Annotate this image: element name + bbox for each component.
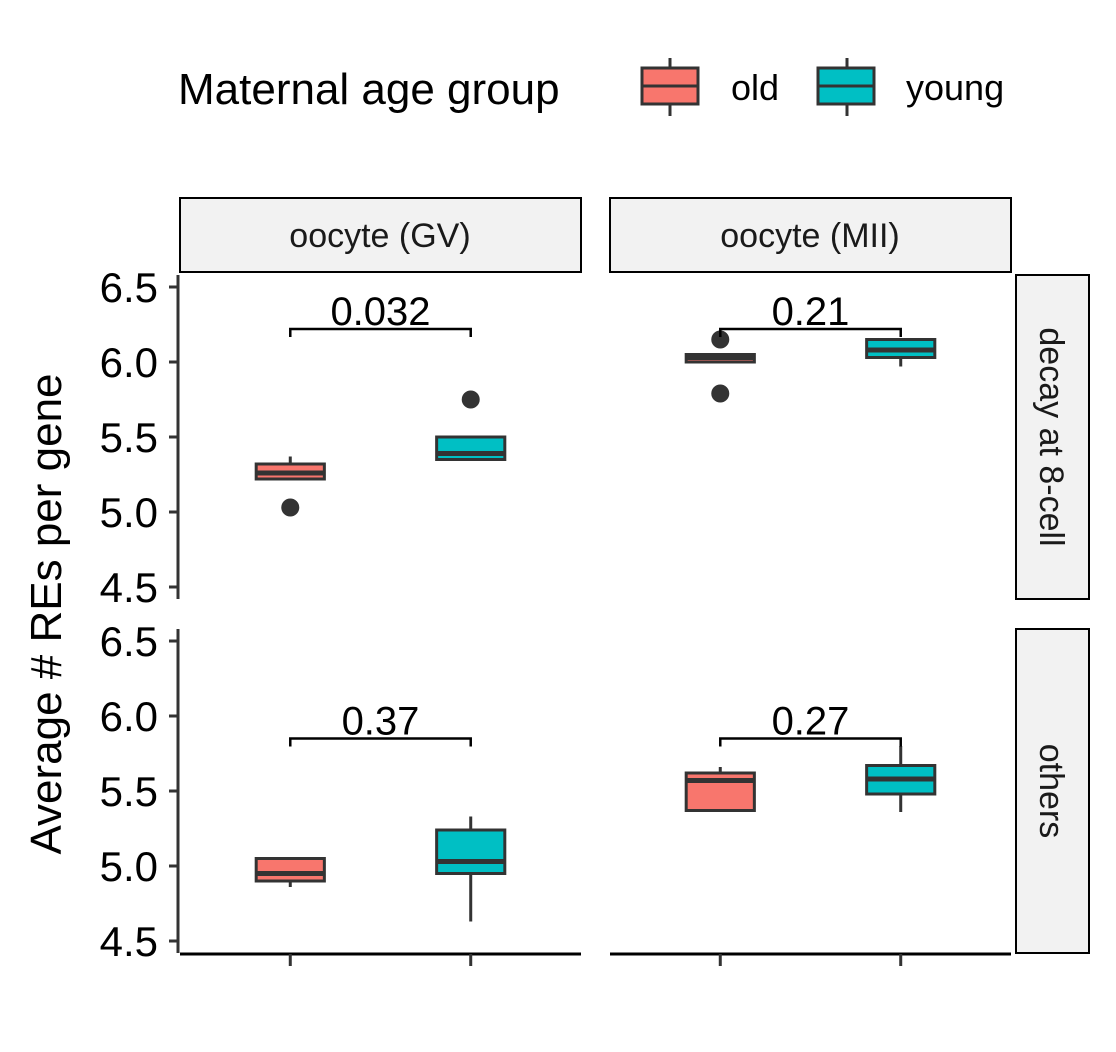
row-strip-decay-label: decay at 8-cell [1032,327,1070,546]
y-tick-label: 5.0 [100,843,158,890]
column-strip-gv: oocyte (GV) [179,197,582,273]
column-strip-mii: oocyte (MII) [609,197,1012,273]
box-young [435,816,507,922]
legend-key-young [816,58,876,116]
legend: Maternal age group old young [178,58,1004,116]
p-value-label: 0.37 [342,700,420,744]
panel-1: 0.032 [254,290,507,517]
row-strip-decay: decay at 8-cell [1015,274,1090,600]
legend-key-old [640,58,700,116]
outlier-point [711,384,730,403]
significance-bracket: 0.21 [719,290,902,337]
p-value-label: 0.032 [330,290,430,334]
y-tick-label: 6.5 [100,618,158,665]
y-axis-row-2: 4.5 5.0 5.5 6.0 6.5 [100,618,180,965]
box-young [865,746,937,812]
significance-bracket: 0.032 [289,290,472,337]
box-body [435,828,507,875]
p-value-label: 0.21 [772,290,850,334]
box-old [254,456,326,517]
y-tick-label: 4.5 [100,918,158,965]
p-value-label: 0.27 [772,700,850,744]
bracket-line [289,327,472,337]
box-young [435,390,507,461]
panel-4: 0.27 [684,700,937,812]
box-body [435,435,507,461]
outlier-point [711,330,730,349]
row-strip-others-label: others [1032,744,1070,839]
row-strip-others: others [1015,628,1090,954]
panels-layer: 4.5 5.0 5.5 6.0 6.5 4.5 5.0 5.5 6.0 6.5 0.032 0.21 0… [100,264,1011,966]
x-axis-col-1 [180,952,581,966]
y-tick-label: 6.5 [100,264,158,311]
outlier-point [281,498,300,517]
panel-3: 0.37 [254,700,507,922]
y-tick-label: 5.5 [100,414,158,461]
bracket-line [289,737,472,747]
bracket-line [719,737,902,747]
box-old [254,857,326,887]
y-tick-label: 6.0 [100,693,158,740]
significance-bracket: 0.27 [719,700,902,747]
box-body [254,857,326,883]
y-tick-label: 5.0 [100,489,158,536]
legend-label-young: young [906,67,1004,108]
column-strip-gv-label: oocyte (GV) [289,217,470,255]
y-tick-label: 6.0 [100,339,158,386]
x-axis-col-2 [610,952,1011,966]
y-tick-label: 5.5 [100,768,158,815]
outlier-point [461,390,480,409]
box-old [684,767,756,812]
column-strip-mii-label: oocyte (MII) [720,217,899,255]
y-axis-title: Average # REs per gene [22,373,71,854]
legend-label-old: old [731,67,779,108]
box-old [684,330,756,403]
y-axis-row-1: 4.5 5.0 5.5 6.0 6.5 [100,264,180,611]
significance-bracket: 0.37 [289,700,472,747]
box-young [865,338,937,367]
legend-title: Maternal age group [178,65,560,114]
panel-2: 0.21 [684,290,937,403]
y-tick-label: 4.5 [100,564,158,611]
bracket-line [719,327,902,337]
